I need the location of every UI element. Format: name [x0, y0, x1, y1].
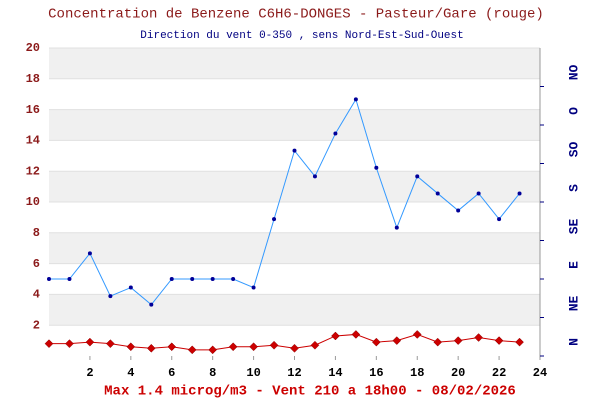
y2-tick-label: E [566, 261, 581, 269]
data-point [87, 251, 92, 256]
chart-footer: Max 1.4 microg/m3 - Vent 210 a 18h00 - 0… [104, 384, 516, 400]
data-point [331, 331, 340, 341]
data-point [187, 345, 197, 355]
data-point [231, 277, 236, 281]
y2-tick-label: S [566, 184, 581, 192]
data-point [394, 225, 399, 230]
data-point [108, 294, 113, 299]
data-point [415, 174, 420, 179]
data-point [433, 337, 443, 347]
data-point [435, 191, 440, 196]
data-point [65, 339, 74, 349]
data-point [169, 277, 174, 281]
y-tick-label: 12 [26, 164, 40, 178]
x-tick-label: 20 [451, 366, 465, 380]
x-tick-label: 4 [127, 366, 134, 380]
x-tick-label: 24 [533, 366, 547, 380]
x-tick-label: 12 [287, 366, 301, 380]
data-point [126, 342, 136, 352]
y2-tick-label: NO [566, 65, 581, 81]
data-point [333, 131, 338, 136]
data-point [374, 165, 379, 170]
y2-tick-label: O [566, 107, 581, 115]
data-point [67, 277, 72, 281]
series-line [49, 98, 520, 306]
data-point [149, 302, 154, 307]
data-point [269, 340, 279, 350]
data-point [515, 337, 524, 347]
x-tick-label: 6 [168, 366, 175, 380]
data-point [85, 337, 95, 347]
y2-tick-label: N [566, 338, 581, 346]
data-point [290, 343, 299, 353]
data-point [310, 340, 320, 350]
y2-tick-label: NE [566, 296, 581, 312]
grid-band [49, 109, 540, 141]
data-point [497, 217, 502, 222]
data-point [249, 342, 258, 352]
x-tick-label: 2 [86, 366, 93, 380]
plot-background [49, 47, 540, 356]
y2-tick-label: SO [566, 142, 581, 158]
data-point [412, 330, 422, 339]
y-tick-label: 4 [33, 288, 40, 302]
grid-band [49, 294, 540, 326]
data-point [453, 336, 463, 345]
data-point [146, 343, 156, 353]
y2-tick-label: SE [566, 219, 581, 235]
data-point [128, 285, 133, 290]
grid-band [49, 232, 540, 264]
data-point [474, 333, 483, 342]
y-tick-label: 14 [26, 134, 40, 148]
data-point [208, 345, 218, 355]
data-point [106, 339, 115, 349]
x-tick-label: 10 [246, 366, 260, 380]
x-tick-label: 18 [410, 366, 424, 380]
data-point [392, 336, 402, 345]
grid-band [49, 171, 540, 202]
data-point [44, 339, 54, 349]
grid-band [49, 48, 540, 79]
data-point [228, 342, 238, 352]
x-tick-label: 22 [492, 366, 506, 380]
data-point [251, 285, 256, 290]
chart-title: Concentration de Benzene C6H6-DONGES - P… [48, 7, 544, 23]
y-tick-label: 18 [26, 72, 40, 86]
data-point [190, 277, 195, 281]
data-point [517, 191, 522, 196]
data-point [210, 277, 215, 281]
data-point [167, 342, 177, 352]
chart-subtitle: Direction du vent 0-350 , sens Nord-Est-… [140, 30, 463, 42]
data-point [353, 97, 358, 102]
data-point [272, 217, 277, 222]
data-point [456, 208, 461, 213]
y-tick-label: 2 [33, 318, 40, 332]
data-point [494, 336, 504, 345]
data-point [292, 148, 297, 153]
x-tick-label: 14 [328, 366, 342, 380]
y-tick-label: 16 [26, 103, 40, 117]
y-tick-label: 6 [33, 257, 40, 271]
x-tick-label: 8 [209, 366, 216, 380]
data-point [47, 277, 51, 281]
x-tick-label: 16 [369, 366, 383, 380]
y-tick-label: 8 [33, 226, 40, 240]
y-tick-label: 10 [26, 195, 40, 209]
data-point [351, 330, 361, 339]
data-point [371, 337, 381, 347]
data-point [312, 174, 317, 179]
y-tick-label: 20 [26, 41, 40, 55]
data-point [476, 191, 481, 196]
